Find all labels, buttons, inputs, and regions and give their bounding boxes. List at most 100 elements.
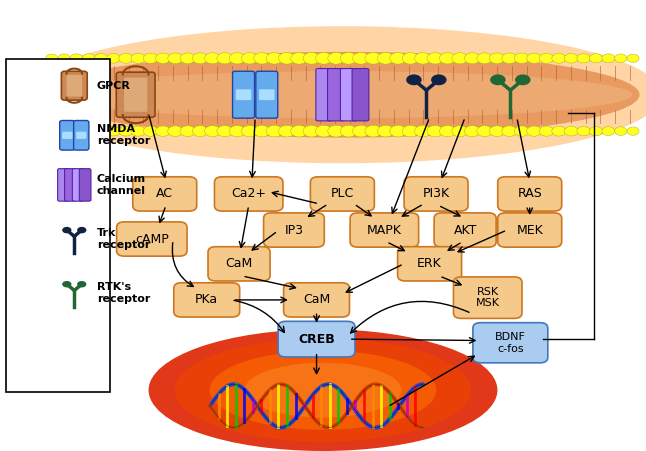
Circle shape: [205, 125, 220, 137]
Circle shape: [477, 53, 492, 64]
FancyBboxPatch shape: [62, 132, 72, 139]
Circle shape: [62, 227, 72, 233]
FancyBboxPatch shape: [498, 177, 562, 211]
FancyBboxPatch shape: [340, 69, 357, 121]
FancyBboxPatch shape: [404, 177, 468, 211]
Ellipse shape: [53, 71, 632, 118]
Text: NMDA
receptor: NMDA receptor: [97, 124, 151, 146]
Circle shape: [452, 53, 468, 64]
Circle shape: [577, 54, 590, 63]
FancyBboxPatch shape: [498, 213, 562, 247]
FancyBboxPatch shape: [236, 89, 251, 100]
FancyBboxPatch shape: [74, 120, 89, 150]
Circle shape: [489, 126, 505, 137]
FancyBboxPatch shape: [214, 177, 283, 211]
Circle shape: [77, 227, 87, 233]
Text: GPCR: GPCR: [97, 81, 130, 91]
Circle shape: [627, 127, 639, 135]
FancyBboxPatch shape: [316, 69, 333, 121]
Circle shape: [94, 54, 108, 63]
Circle shape: [602, 54, 615, 63]
Circle shape: [464, 125, 480, 137]
Circle shape: [627, 54, 639, 63]
Circle shape: [526, 126, 541, 136]
FancyBboxPatch shape: [133, 177, 196, 211]
Circle shape: [526, 53, 541, 64]
Circle shape: [589, 54, 603, 63]
Circle shape: [303, 125, 320, 137]
Circle shape: [340, 125, 357, 137]
Circle shape: [415, 53, 431, 64]
Text: RSK
MSK: RSK MSK: [475, 287, 500, 308]
Circle shape: [254, 125, 270, 137]
Circle shape: [439, 125, 455, 137]
Circle shape: [58, 54, 70, 63]
Circle shape: [156, 126, 171, 136]
FancyBboxPatch shape: [352, 69, 369, 121]
Text: RAS: RAS: [517, 188, 542, 200]
Circle shape: [77, 281, 87, 287]
Circle shape: [439, 53, 455, 64]
Circle shape: [107, 126, 120, 136]
FancyBboxPatch shape: [256, 71, 278, 118]
Circle shape: [589, 127, 603, 136]
Circle shape: [107, 54, 120, 63]
Circle shape: [193, 53, 208, 64]
Circle shape: [431, 74, 446, 85]
Circle shape: [577, 126, 590, 136]
Circle shape: [427, 53, 443, 64]
Ellipse shape: [244, 363, 402, 418]
Text: Ca2+: Ca2+: [231, 188, 266, 200]
Circle shape: [477, 126, 492, 137]
Circle shape: [340, 52, 357, 64]
FancyBboxPatch shape: [61, 71, 87, 100]
Text: CaM: CaM: [225, 258, 253, 270]
Circle shape: [365, 52, 382, 64]
FancyBboxPatch shape: [208, 247, 270, 281]
Ellipse shape: [149, 329, 497, 451]
Circle shape: [168, 53, 183, 64]
FancyBboxPatch shape: [278, 321, 355, 357]
Circle shape: [119, 53, 133, 63]
Ellipse shape: [45, 52, 640, 138]
Circle shape: [452, 125, 468, 137]
Circle shape: [278, 52, 295, 64]
Circle shape: [377, 52, 394, 64]
Text: PLC: PLC: [331, 188, 354, 200]
Text: Calcium
channel: Calcium channel: [97, 174, 146, 196]
Text: CaM: CaM: [303, 294, 330, 306]
Circle shape: [502, 126, 517, 137]
Circle shape: [464, 53, 480, 64]
Circle shape: [266, 52, 282, 64]
Circle shape: [82, 54, 96, 63]
FancyBboxPatch shape: [233, 71, 255, 118]
Ellipse shape: [209, 350, 437, 430]
Circle shape: [70, 127, 83, 136]
FancyBboxPatch shape: [67, 75, 82, 97]
FancyBboxPatch shape: [473, 323, 548, 363]
Circle shape: [328, 125, 344, 137]
FancyBboxPatch shape: [453, 277, 522, 318]
Circle shape: [242, 125, 258, 137]
Circle shape: [402, 52, 419, 64]
Circle shape: [315, 125, 332, 137]
Ellipse shape: [23, 26, 646, 163]
Circle shape: [143, 53, 158, 64]
Circle shape: [565, 126, 578, 136]
Text: ERK: ERK: [417, 258, 442, 270]
FancyBboxPatch shape: [124, 78, 147, 112]
Circle shape: [315, 52, 332, 64]
Circle shape: [328, 52, 344, 64]
Circle shape: [46, 127, 57, 135]
FancyBboxPatch shape: [116, 72, 155, 117]
Circle shape: [168, 126, 183, 137]
Text: MEK: MEK: [516, 224, 543, 236]
Circle shape: [415, 125, 431, 137]
Ellipse shape: [174, 338, 472, 442]
Circle shape: [515, 74, 530, 85]
FancyBboxPatch shape: [350, 213, 419, 247]
Circle shape: [365, 125, 382, 137]
Circle shape: [552, 53, 566, 63]
FancyBboxPatch shape: [72, 169, 84, 201]
Circle shape: [602, 127, 615, 136]
